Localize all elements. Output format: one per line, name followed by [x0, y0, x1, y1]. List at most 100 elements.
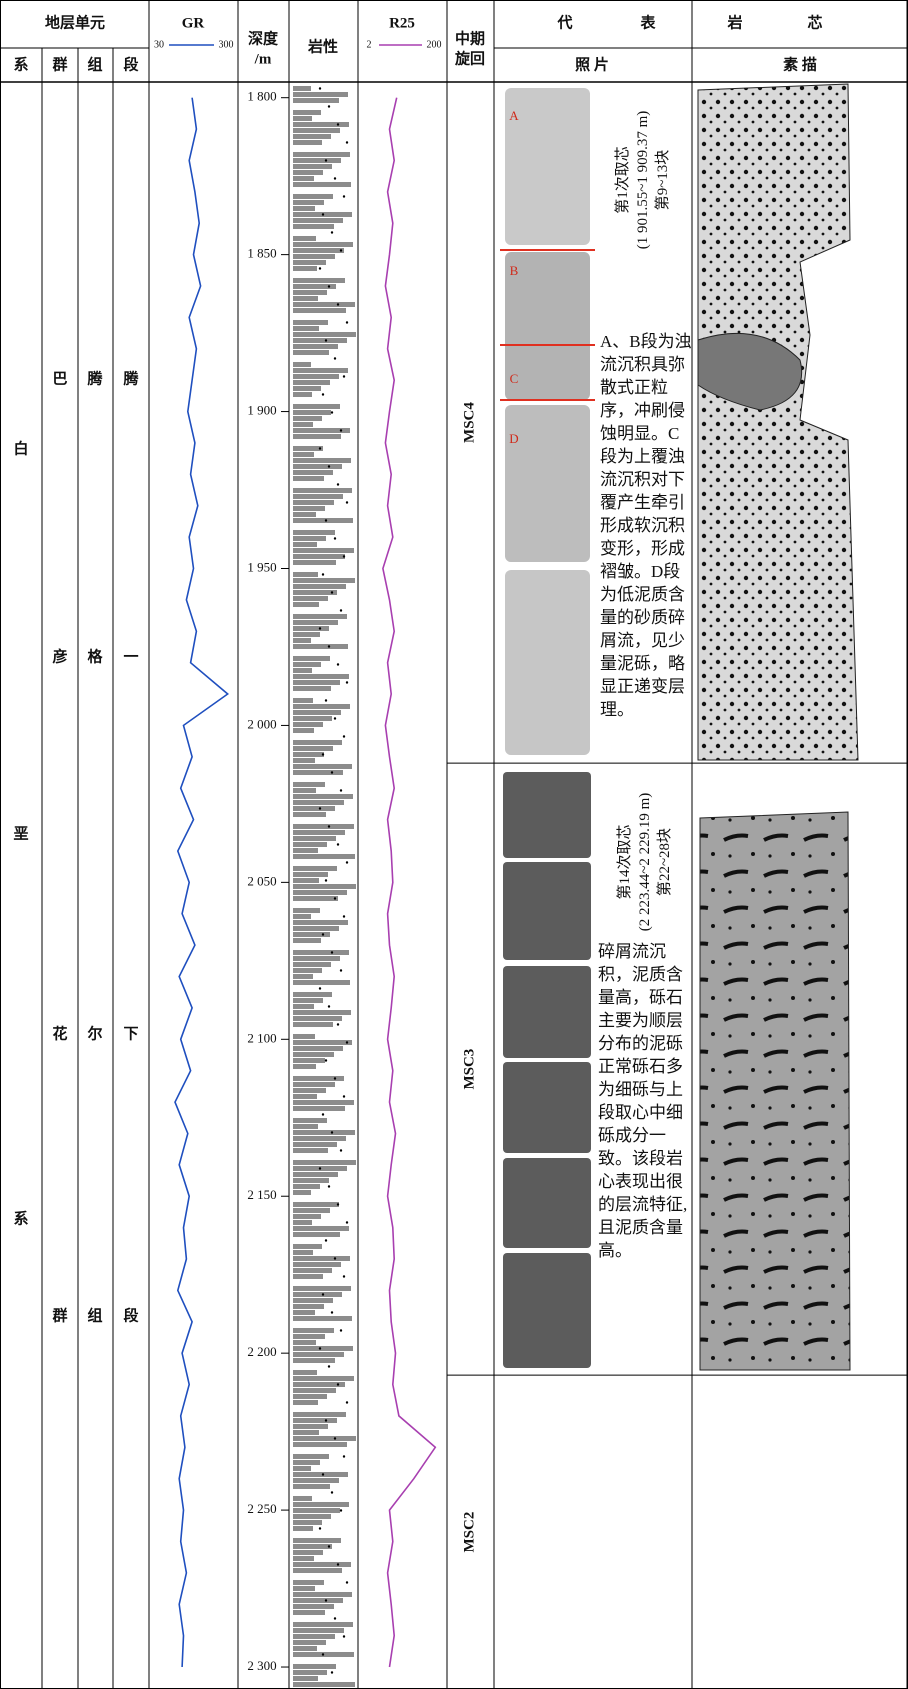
lithology-dot — [334, 537, 336, 539]
lithology-band — [293, 878, 319, 883]
lithology-band — [293, 1460, 320, 1465]
lithology-band — [293, 650, 339, 655]
depth-tick-label: 2 100 — [247, 1030, 276, 1045]
core-range: (1 901.55~1 909.37 m) — [633, 111, 653, 250]
lithology-band — [293, 1232, 340, 1237]
lithology-band — [293, 1016, 342, 1021]
lithology-band — [293, 1436, 356, 1441]
strata-name: 白 — [13, 439, 28, 457]
lithology-band — [293, 302, 355, 307]
lithology-band — [293, 950, 349, 955]
lithology-band — [293, 134, 331, 139]
lithology-band — [293, 1034, 315, 1039]
lithology-band — [293, 1646, 317, 1651]
header-label: 群 — [52, 55, 67, 73]
lithology-band — [293, 290, 327, 295]
strata-name: 一 — [123, 649, 138, 665]
lithology-band — [293, 938, 321, 943]
lithology-band — [293, 932, 330, 937]
lithology-band — [293, 1394, 327, 1399]
lithology-dot — [334, 717, 336, 719]
lithology-band — [293, 1454, 329, 1459]
lithology-dot — [340, 1329, 342, 1331]
lithology-band — [293, 440, 332, 445]
log-range-max: 200 — [427, 39, 442, 50]
lithology-band — [293, 746, 333, 751]
lithology-dot — [334, 1437, 336, 1439]
lithology-band — [293, 776, 334, 781]
lithology-band — [293, 1058, 325, 1063]
lithology-band — [293, 452, 314, 457]
core-photo — [503, 1062, 591, 1153]
lithology-dot — [340, 249, 342, 251]
log-range-min: 30 — [154, 39, 164, 50]
lithology-band — [293, 848, 318, 853]
lithology-band — [293, 254, 335, 259]
lithology-band — [293, 1040, 352, 1045]
lithology-band — [293, 1592, 352, 1597]
lithology-band — [293, 764, 352, 769]
lithology-band — [293, 1256, 350, 1261]
lithology-dot — [328, 1185, 330, 1187]
log-curve — [175, 98, 228, 1667]
lithology-band — [293, 242, 353, 247]
lithology-dot — [346, 1401, 348, 1403]
lithology-band — [293, 188, 342, 193]
lithology-band — [293, 1154, 319, 1159]
core-pieces: 第22~28块 — [655, 793, 675, 932]
lithology-band — [293, 1682, 355, 1687]
lithology-dot — [340, 429, 342, 431]
core-photo — [505, 405, 590, 562]
lithology-band — [293, 578, 355, 583]
lithology-band — [293, 104, 330, 109]
lithology-dot — [343, 1095, 345, 1097]
lithology-band — [293, 1316, 352, 1321]
lithology-band — [293, 1430, 319, 1435]
lithology-dot — [346, 861, 348, 863]
log-name: R25 — [389, 15, 415, 31]
lithology-dot — [328, 825, 330, 827]
lithology-band — [293, 1424, 328, 1429]
lithology-band — [293, 1310, 315, 1315]
strata-name: 花 — [52, 1024, 67, 1042]
lithology-band — [293, 770, 343, 775]
lithology-band — [293, 1580, 324, 1585]
core-photo — [505, 570, 590, 755]
lithology-band — [293, 194, 333, 199]
lithology-band — [293, 626, 329, 631]
lithology-band — [293, 92, 348, 97]
lithology-dot — [319, 987, 321, 989]
lithology-band — [293, 998, 323, 1003]
lithology-band — [293, 392, 312, 397]
lithology-dot — [322, 573, 324, 575]
lithology-band — [293, 296, 318, 301]
log-range-min: 2 — [367, 39, 372, 50]
strata-name: 尔 — [87, 1024, 102, 1042]
lithology-band — [293, 1340, 316, 1345]
lithology-dot — [337, 1383, 339, 1385]
core-description: A、B段为浊流沉积具弥散式正粒序，冲刷侵蚀明显。C段为上覆浊流沉积对下覆产生牵引… — [600, 330, 692, 721]
lithology-band — [293, 482, 315, 487]
lithology-band — [293, 668, 312, 673]
lithology-dot — [325, 519, 327, 521]
lithology-band — [293, 1250, 313, 1255]
lithology-band — [293, 1406, 355, 1411]
lithology-band — [293, 656, 330, 661]
header-label: 素 描 — [783, 55, 817, 73]
lithology-band — [293, 974, 313, 979]
lithology-band — [293, 890, 347, 895]
core-label: D — [509, 431, 518, 446]
lithology-band — [293, 1358, 335, 1363]
lithology-dot — [346, 1041, 348, 1043]
lithology-dot — [337, 123, 339, 125]
header-label: 中期 — [455, 29, 485, 47]
lithology-band — [293, 398, 349, 403]
lithology-dot — [346, 681, 348, 683]
lithology-band — [293, 434, 341, 439]
lithology-band — [293, 1658, 345, 1663]
lithology-dot — [343, 1635, 345, 1637]
lithology-dot — [325, 699, 327, 701]
lithology-band — [293, 230, 325, 235]
lithology-band — [293, 542, 317, 547]
depth-tick-label: 2 300 — [247, 1658, 276, 1673]
